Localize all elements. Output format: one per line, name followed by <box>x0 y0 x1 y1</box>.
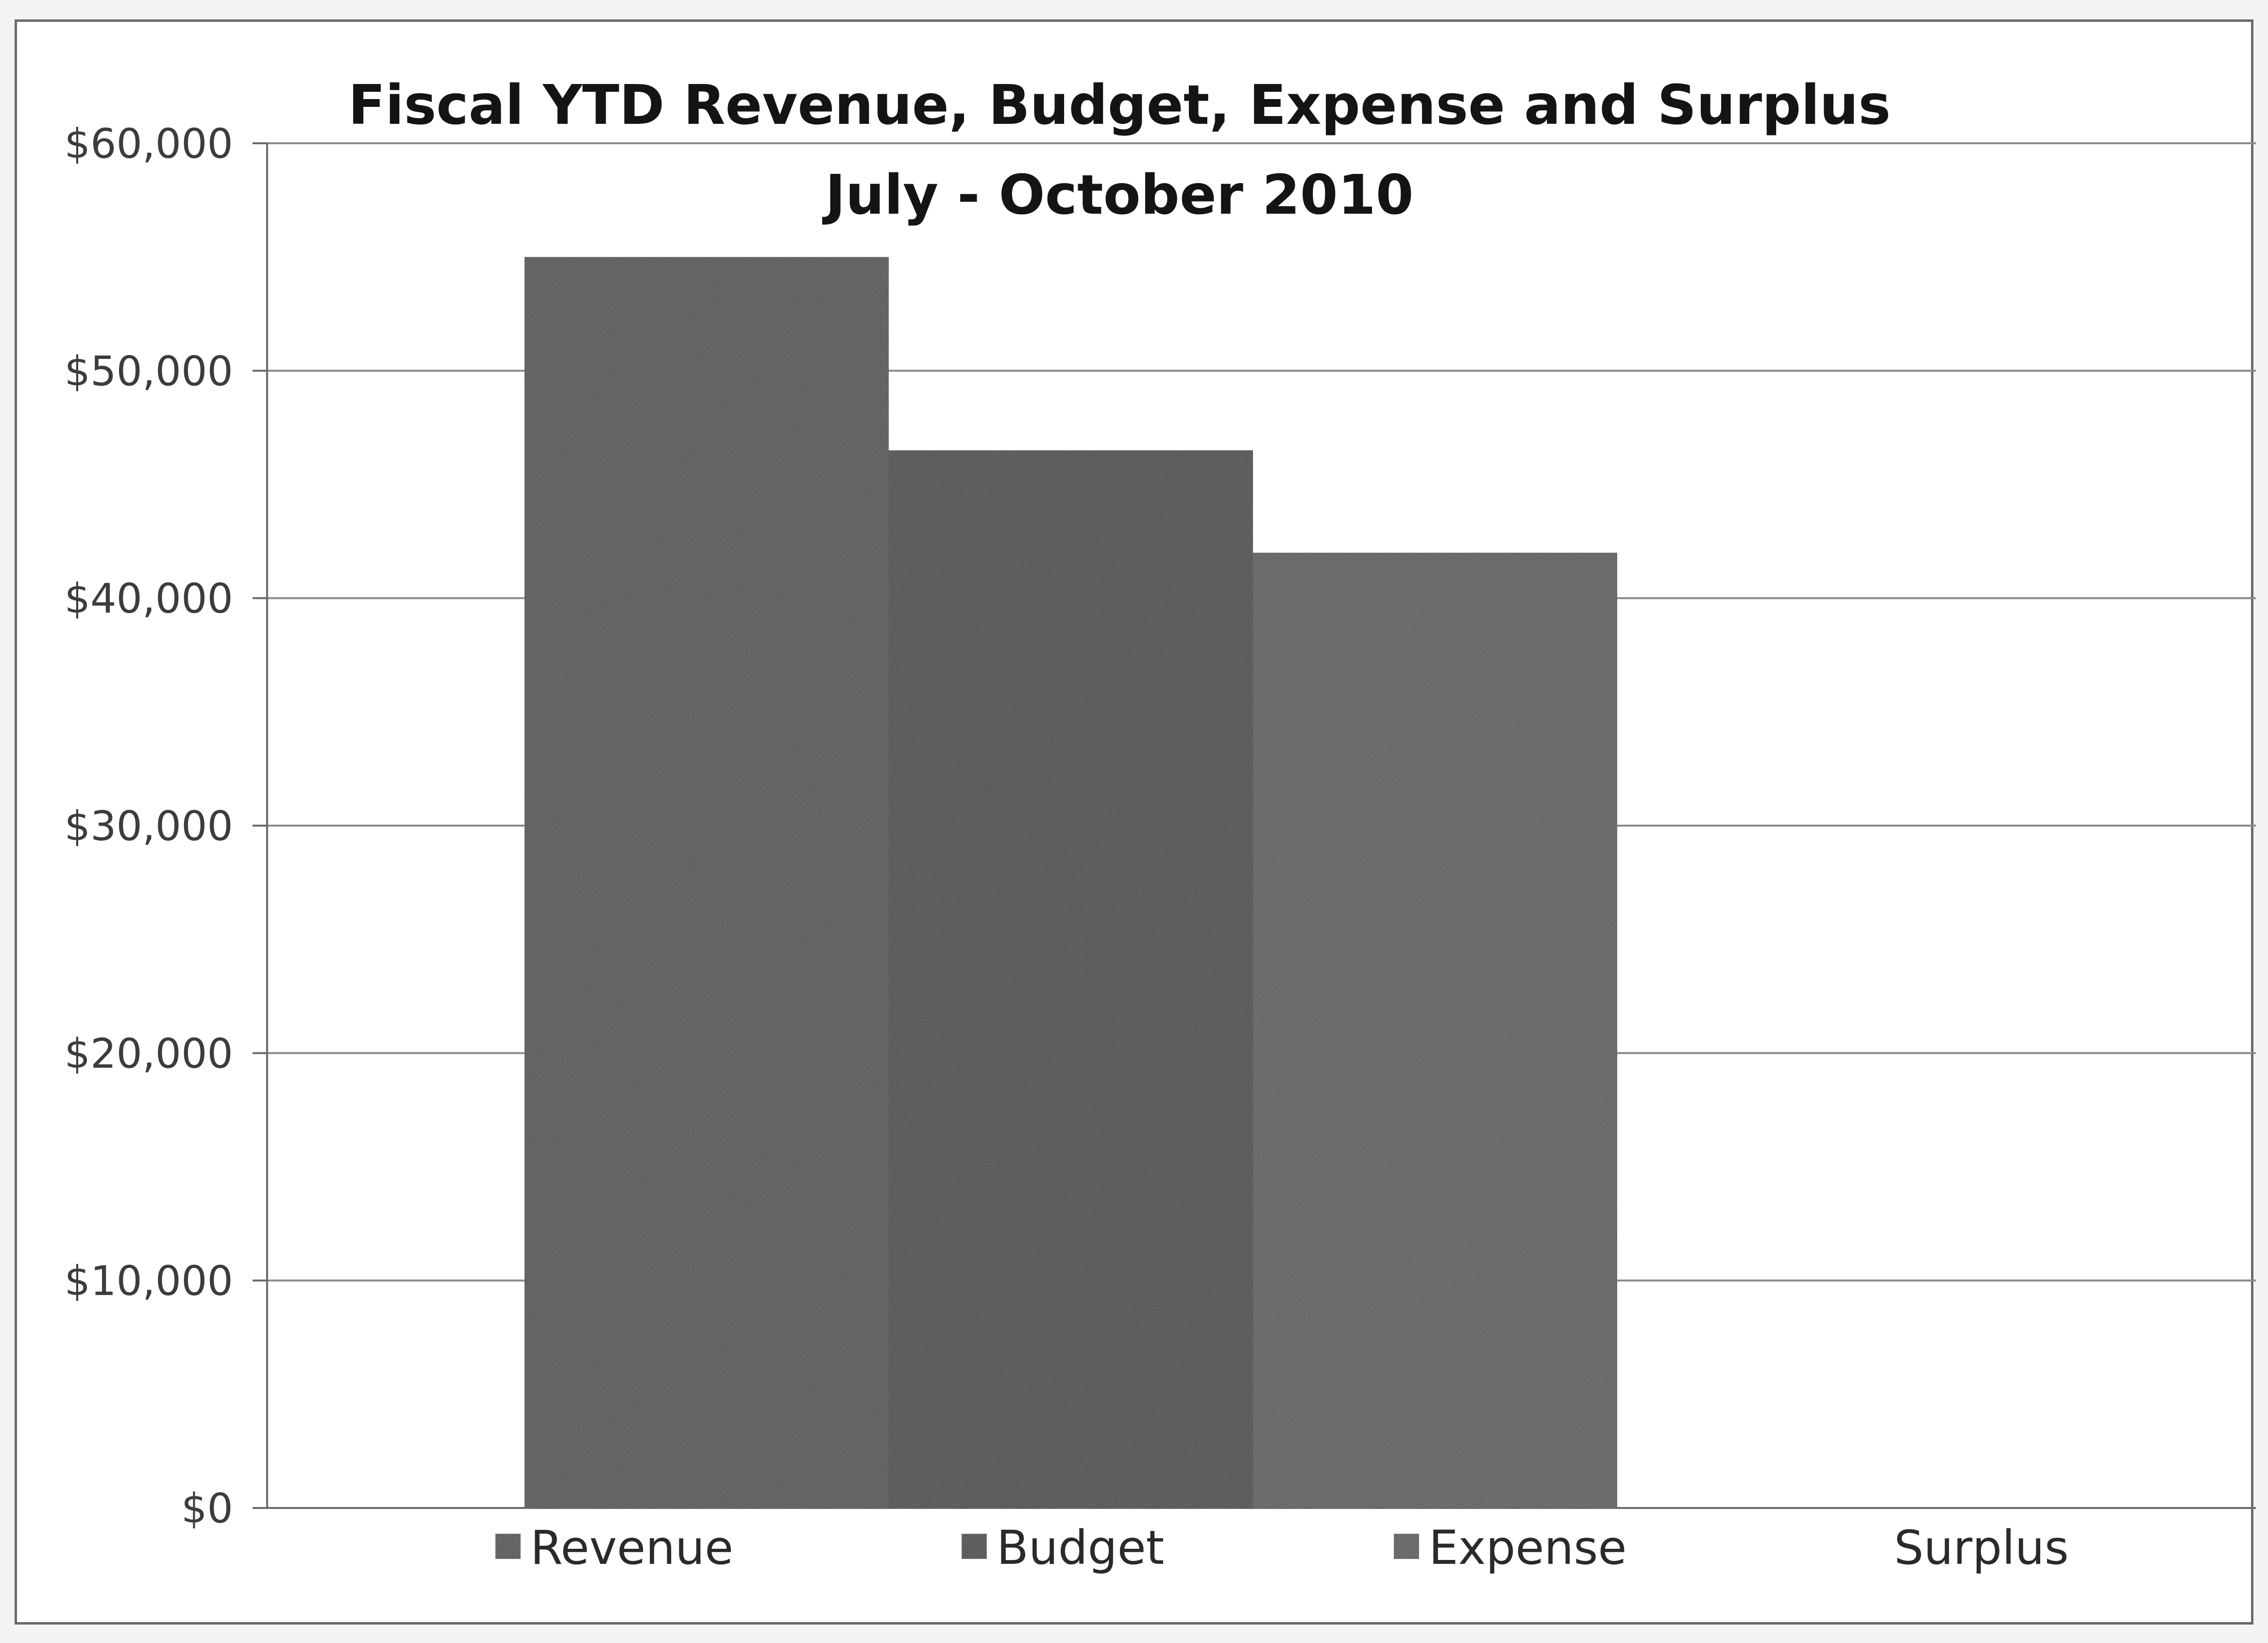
y-tick-labels: $0 $10,000 $20,000 $30,000 $40,000 $50,000 $60… <box>65 120 233 1532</box>
y-tick-label: $50,000 <box>65 347 233 395</box>
legend-label-surplus: Surplus <box>1894 1521 2069 1575</box>
y-tick-label: $60,000 <box>65 120 233 168</box>
y-tick-label: $20,000 <box>65 1030 233 1077</box>
legend-swatch-budget <box>961 1533 988 1560</box>
y-tick-label: $40,000 <box>65 575 233 623</box>
legend-swatch-expense <box>1393 1533 1420 1560</box>
legend-label-budget: Budget <box>997 1521 1164 1575</box>
chart-subtitle: July - October 2010 <box>822 164 1413 227</box>
legend: Revenue Budget Expense Surplus <box>494 1521 2069 1575</box>
legend-label-revenue: Revenue <box>530 1521 733 1575</box>
bars <box>525 257 1617 1508</box>
bar-budget <box>889 450 1253 1508</box>
chart-title: Fiscal YTD Revenue, Budget, Expense and … <box>348 74 1891 137</box>
chart: $0 $10,000 $20,000 $30,000 $40,000 $50,000 $60… <box>65 74 2256 1575</box>
legend-label-expense: Expense <box>1429 1521 1626 1575</box>
y-tick-label: $0 <box>181 1485 233 1532</box>
y-tick-label: $10,000 <box>65 1257 233 1305</box>
bar-expense <box>1253 553 1617 1508</box>
chart-frame: $0 $10,000 $20,000 $30,000 $40,000 $50,000 $60… <box>15 19 2256 1625</box>
legend-swatch-revenue <box>494 1533 522 1560</box>
y-tick-label: $30,000 <box>65 802 233 850</box>
bar-revenue <box>525 257 889 1508</box>
